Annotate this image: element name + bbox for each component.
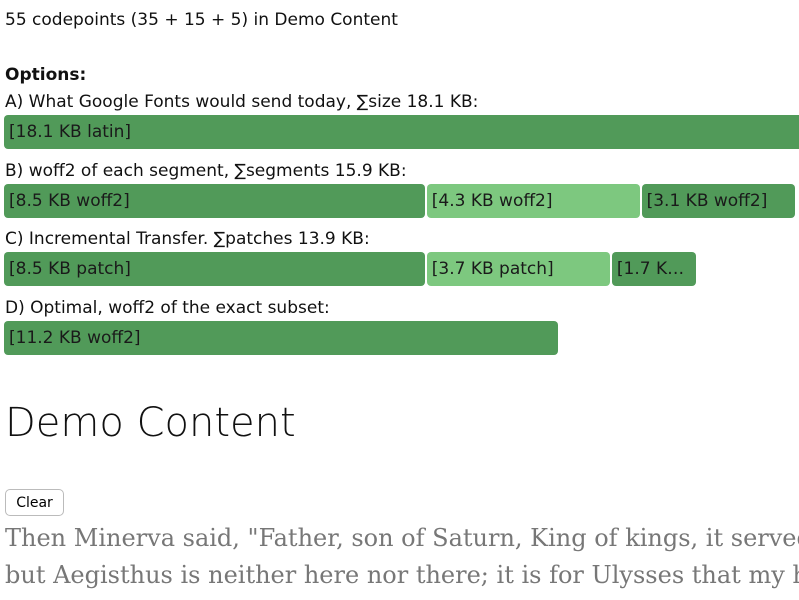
demo-line: but Aegisthus is neither here nor there;… xyxy=(5,561,799,589)
segment-bar: [8.5 KB woff2] xyxy=(4,183,425,218)
demo-line: Then Minerva said, "Father, son of Satur… xyxy=(5,524,799,552)
segment-bar: [8.5 KB patch] xyxy=(4,252,425,286)
option-label: B) woff2 of each segment, ∑segments 15.9… xyxy=(5,160,407,181)
option-label: A) What Google Fonts would send today, ∑… xyxy=(5,92,479,112)
segment-bar: [1.7 K… xyxy=(611,252,697,286)
options-heading: Options: xyxy=(5,65,87,85)
segment-bar: [18.1 KB latin] xyxy=(4,115,799,149)
segment-bar: [3.1 KB woff2] xyxy=(641,183,796,218)
clear-button[interactable]: Clear xyxy=(5,489,64,516)
demo-title: Demo Content xyxy=(5,400,296,446)
option-label: C) Incremental Transfer. ∑patches 13.9 K… xyxy=(5,229,370,249)
summary: 55 codepoints (35 + 15 + 5) in Demo Cont… xyxy=(5,10,398,30)
segment-bar: [11.2 KB woff2] xyxy=(4,320,559,355)
option-label: D) Optimal, woff2 of the exact subset: xyxy=(5,297,330,318)
segment-bar: [3.7 KB patch] xyxy=(426,252,610,286)
segment-bar: [4.3 KB woff2] xyxy=(426,183,640,218)
